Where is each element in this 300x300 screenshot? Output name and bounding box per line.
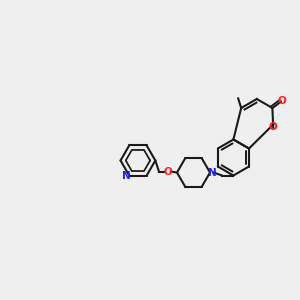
- Text: N: N: [122, 171, 130, 181]
- Text: O: O: [268, 122, 277, 132]
- Text: O: O: [277, 96, 286, 106]
- Text: O: O: [164, 167, 172, 177]
- Text: N: N: [208, 167, 217, 178]
